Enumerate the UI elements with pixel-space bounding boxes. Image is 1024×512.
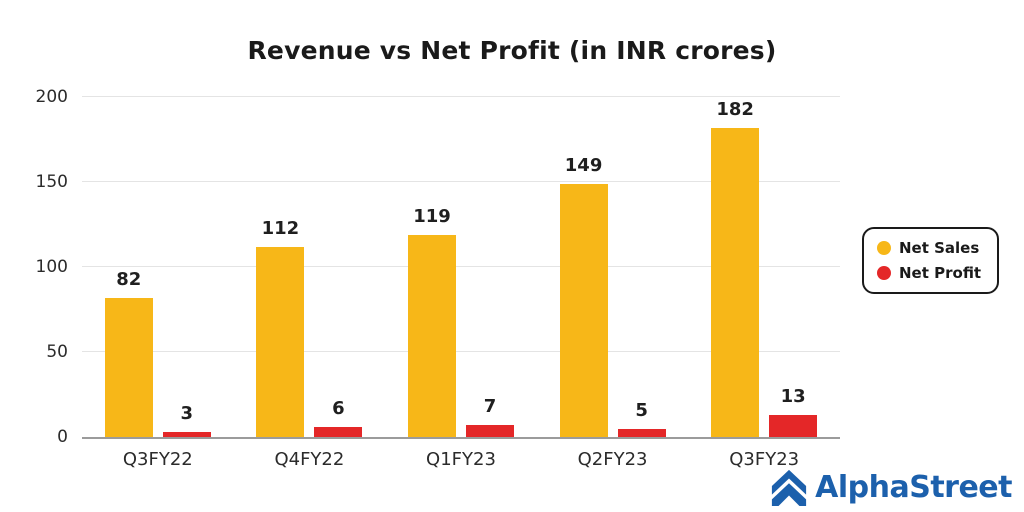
legend: Net Sales Net Profit	[862, 227, 1000, 294]
alphastreet-logo-text: AlphaStreet	[815, 469, 1012, 505]
x-tick-label: Q3FY22	[122, 449, 193, 470]
bar-value-label: 112	[261, 217, 300, 239]
legend-item: Net Sales	[877, 239, 981, 257]
x-tick-label: Q2FY23	[577, 449, 648, 470]
bar-net-sales: 182	[711, 99, 760, 437]
bar-value-label: 5	[635, 399, 648, 421]
bar-net-sales: 119	[407, 206, 456, 437]
bar-value-label: 13	[780, 385, 806, 407]
bar-group: 82 3	[82, 97, 234, 437]
bar-net-sales: 149	[559, 155, 608, 437]
gridlines-layer: 0 50 100 150 200	[36, 87, 840, 447]
x-tick-label: Q1FY23	[426, 449, 496, 470]
bar-group: 182 13	[688, 97, 840, 437]
alphastreet-logo: AlphaStreet	[770, 468, 1012, 506]
bar-value-label: 149	[564, 154, 603, 176]
bar-value-label: 82	[116, 268, 142, 290]
bar-value-label: 182	[716, 98, 754, 120]
x-tick-label: Q3FY23	[729, 449, 800, 470]
bar-value-label: 6	[332, 397, 345, 419]
gridline: 200	[36, 87, 840, 107]
bar-net-sales: 112	[256, 218, 305, 437]
bar-net-sales: 82	[104, 269, 153, 437]
alphastreet-logo-icon	[772, 469, 807, 506]
gridline: 50	[46, 342, 840, 362]
y-tick-label: 0	[57, 427, 68, 447]
gridline: 150	[36, 172, 840, 192]
legend-label: Net Sales	[899, 239, 980, 257]
bar-group: 149 5	[537, 97, 689, 437]
bar-value-label: 119	[413, 205, 451, 227]
bar-net-profit: 7	[465, 396, 514, 437]
bar-net-profit: 13	[769, 386, 818, 437]
legend-label: Net Profit	[899, 264, 982, 282]
bar-value-label: 7	[483, 396, 497, 418]
legend-swatch-icon	[877, 266, 891, 280]
legend-item: Net Profit	[877, 264, 981, 282]
bar-net-profit: 6	[314, 398, 363, 437]
bar-net-profit: 3	[162, 403, 211, 437]
plot-area: 0 50 100 150 200 82 3 112 6 119 7 149 5 182 13 Q3FY22…	[36, 87, 840, 470]
x-axis: Q3FY22 Q4FY22 Q1FY23 Q2FY23 Q3FY23	[82, 449, 840, 470]
x-tick-label: Q4FY22	[274, 449, 345, 470]
y-tick-label: 50	[46, 342, 68, 362]
bar-net-profit: 5	[617, 400, 666, 437]
y-tick-label: 100	[35, 257, 68, 277]
y-tick-label: 200	[35, 87, 68, 107]
bar-value-label: 3	[180, 402, 194, 424]
bar-group: 119 7	[385, 97, 537, 437]
y-tick-label: 150	[35, 172, 68, 192]
legend-swatch-icon	[877, 241, 891, 255]
gridline: 100	[36, 257, 840, 277]
chart-title: Revenue vs Net Profit (in INR crores)	[247, 36, 777, 65]
bar-group: 112 6	[234, 97, 386, 437]
bars-layer: 82 3 112 6 119 7 149 5 182 13	[82, 97, 840, 437]
